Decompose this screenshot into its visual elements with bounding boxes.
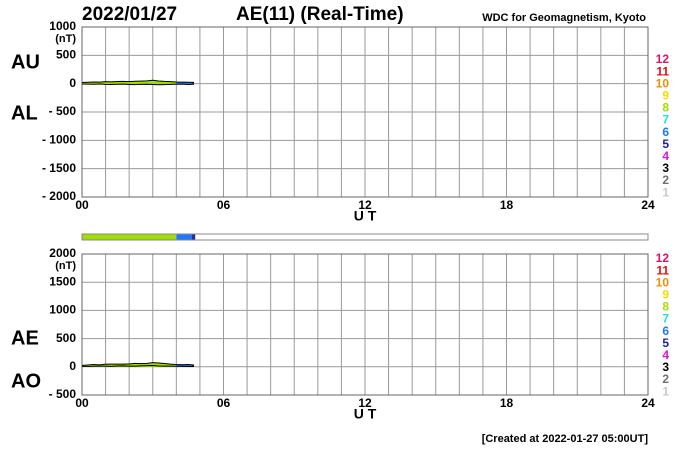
legend-entry: 10 [656,275,670,289]
coverage-segment [191,234,196,240]
legend-entry: 3 [662,161,669,175]
y-unit: (nT) [55,33,76,45]
line [81,365,195,368]
x-tick-label: 18 [500,198,514,212]
line [81,83,195,86]
legend-entry: 2 [662,173,669,187]
legend-entry: 11 [656,64,669,78]
line [81,362,195,366]
y-tick-label: 500 [56,48,76,62]
x-tick-label: 00 [75,396,89,410]
date: 2022/01/27 [82,4,177,25]
legend-entry: 7 [662,312,669,326]
coverage-segment [82,234,177,240]
x-tick-label: 06 [217,198,231,212]
legend-entry: 1 [662,185,669,199]
panel-label: AO [11,370,41,392]
legend-entry: 4 [662,149,669,163]
x-tick-label: 24 [641,198,655,212]
legend-entry: 2 [662,372,669,386]
y-tick-label: - 1500 [42,161,76,175]
legend-entry: 6 [662,125,669,139]
y-tick-label: - 1000 [42,133,76,147]
y-tick-label: 1000 [49,19,76,33]
x-tick-label: 18 [500,396,514,410]
y-tick-label: - 500 [49,104,77,118]
x-axis-label: U T [354,208,377,224]
y-tick-label: 2000 [49,246,76,260]
legend-entry: 9 [662,88,669,102]
legend-entry: 5 [662,336,669,350]
x-axis-label: U T [354,406,377,422]
coverage-segment [176,234,192,240]
coverage-frame [81,233,649,241]
legend-entry: 7 [662,113,669,127]
legend-entry: 12 [656,52,670,66]
plot-frame [81,26,649,198]
legend-entry: 3 [662,360,669,374]
plot-frame [81,253,649,396]
y-tick-label: 1000 [49,303,76,317]
x-tick-label: 12 [358,198,372,212]
chart-title: AE(11) (Real-Time) [236,4,404,25]
y-tick-label: - 2000 [42,189,76,203]
legend-entry: 5 [662,137,669,151]
legend-entry: 9 [662,287,669,301]
panel-label: AL [11,102,38,124]
panel-label: AE [11,327,39,349]
legend-entry: 4 [662,348,669,362]
y-tick-label: 0 [69,359,76,373]
legend-entry: 6 [662,324,669,338]
line [81,79,195,84]
y-unit: (nT) [55,260,76,272]
x-tick-label: 24 [641,396,655,410]
legend-entry: 8 [662,300,669,314]
x-tick-label: 12 [358,396,372,410]
x-tick-label: 00 [75,198,89,212]
legend-entry: 12 [656,251,670,265]
legend-entry: 11 [656,263,669,277]
y-tick-label: 500 [56,331,76,345]
y-tick-label: 1500 [49,274,76,288]
y-tick-label: - 500 [49,387,77,401]
legend-entry: 10 [656,76,670,90]
legend-entry: 1 [662,384,669,398]
panel-label: AU [11,51,40,73]
footer: [Created at 2022-01-27 05:00UT] [482,433,649,445]
legend-entry: 8 [662,101,669,115]
x-tick-label: 06 [217,396,231,410]
y-tick-label: 0 [69,76,76,90]
source: WDC for Geomagnetism, Kyoto [482,12,646,24]
